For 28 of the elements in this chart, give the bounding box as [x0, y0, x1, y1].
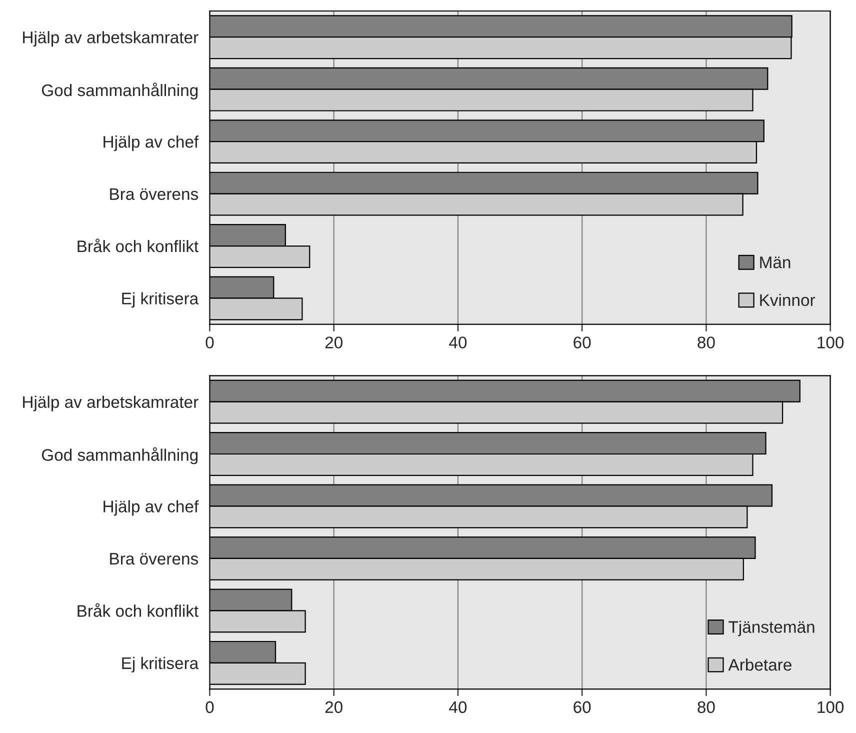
- y-tick-label: Bra överens: [110, 553, 198, 565]
- x-tick-label: 60: [574, 336, 591, 348]
- x-tick-label: 100: [818, 336, 844, 348]
- y-tick-label: God sammanhållning: [42, 82, 198, 100]
- legend-label: Tjänstemän: [728, 620, 814, 636]
- legend-label: Män: [760, 256, 790, 268]
- y-tick-label: Hjälp av arbetskamrater: [23, 31, 198, 47]
- y-tick-label: Ej kritisera: [122, 656, 199, 672]
- y-tick-label: Bråk och konflikt: [78, 238, 198, 252]
- x-tick-label: 20: [325, 336, 342, 348]
- x-tick-label: 80: [698, 336, 715, 348]
- y-tick-label: God sammanhållning: [42, 447, 198, 464]
- x-tick-label: 60: [574, 701, 591, 714]
- x-tick-label: 100: [818, 701, 844, 714]
- legend-label: Kvinnor: [760, 294, 816, 306]
- x-tick-label: 40: [449, 701, 467, 714]
- y-tick-label: Bråk och konflikt: [78, 603, 198, 617]
- x-tick-label: 80: [698, 701, 715, 714]
- y-tick-label: Hjälp av chef: [104, 500, 199, 516]
- x-tick-label: 0: [206, 336, 214, 348]
- legend-label: Arbetare: [728, 658, 792, 671]
- x-tick-label: 40: [449, 336, 467, 348]
- x-tick-label: 0: [206, 701, 214, 714]
- x-tick-label: 20: [325, 701, 342, 714]
- y-tick-label: Bra överens: [110, 188, 198, 200]
- y-tick-label: Hjälp av arbetskamrater: [23, 396, 198, 412]
- y-tick-label: Hjälp av chef: [104, 136, 199, 152]
- y-tick-label: Ej kritisera: [122, 292, 199, 308]
